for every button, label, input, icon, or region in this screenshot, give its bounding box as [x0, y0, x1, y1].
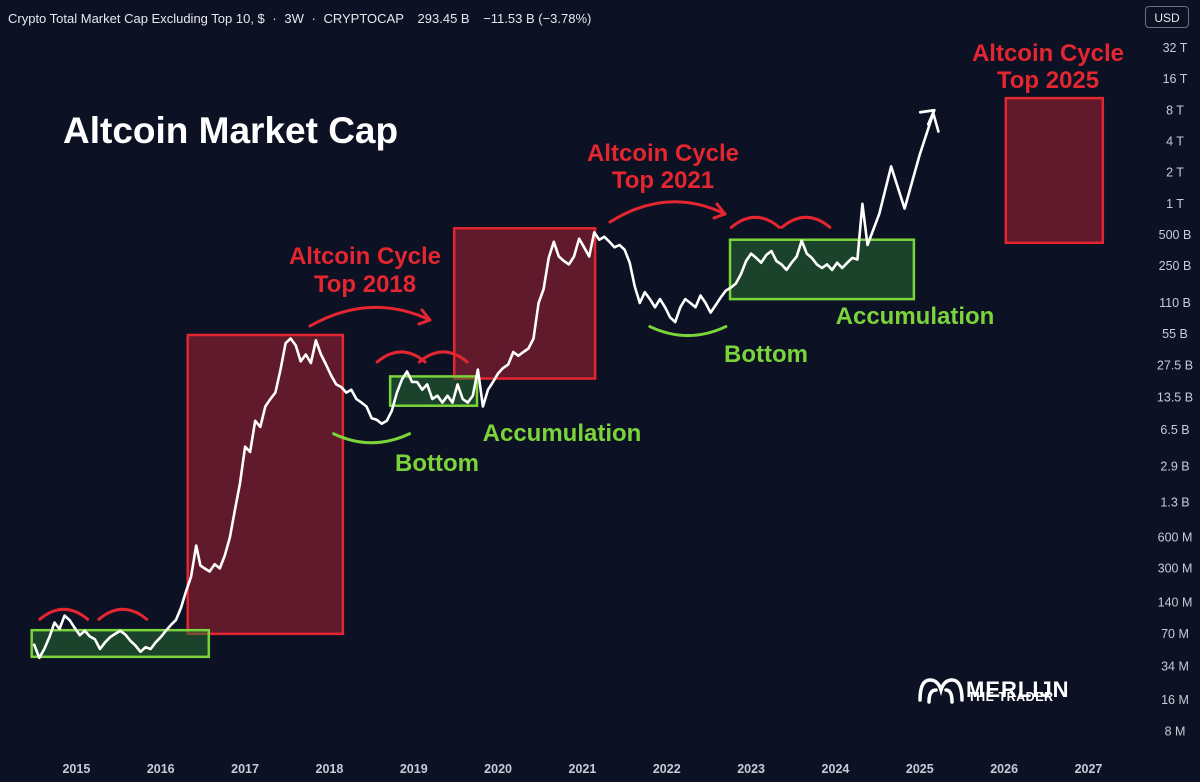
y-tick-label: 2 T: [1166, 166, 1184, 180]
red-arrow-head: [417, 308, 432, 326]
cycle-top-label: Altcoin Cycle: [972, 40, 1124, 67]
red-arc: [729, 215, 781, 229]
y-tick-label: 140 M: [1158, 596, 1193, 610]
x-tick-label: 2015: [62, 762, 90, 776]
x-tick-label: 2027: [1075, 762, 1103, 776]
cycle-boxes: [30, 96, 1105, 659]
accumulation-label: Accumulation: [836, 303, 995, 330]
cycle-top-label: Top 2021: [612, 167, 714, 194]
y-tick-label: 16 T: [1163, 72, 1188, 86]
y-tick-label: 1 T: [1166, 197, 1184, 211]
y-tick-label: 2.9 B: [1160, 459, 1189, 473]
merlijn-logo-icon: [918, 678, 964, 704]
red-arc: [417, 350, 469, 364]
y-tick-label: 1.3 B: [1160, 496, 1189, 510]
price-value: 293.45 B: [417, 11, 470, 26]
symbol-title[interactable]: Crypto Total Market Cap Excluding Top 10…: [8, 11, 265, 26]
header-separator: ·: [311, 11, 316, 26]
red-curved-arrow: [608, 200, 727, 224]
y-tick-label: 250 B: [1159, 259, 1192, 273]
y-tick-label: 500 B: [1159, 228, 1192, 242]
y-axis[interactable]: 32 T 16 T 8 T 4 T 2 T 1 T 500 B 250 B 110 B 55 B 2…: [1157, 41, 1193, 738]
y-tick-label: 27.5 B: [1157, 358, 1193, 372]
y-tick-label: 70 M: [1161, 627, 1189, 641]
chart-header: Crypto Total Market Cap Excluding Top 10…: [8, 11, 595, 26]
merlijn-logo: MERLIJN THE TRADER: [918, 677, 1070, 704]
x-tick-label: 2016: [147, 762, 175, 776]
accumulation-box: [30, 628, 211, 659]
cycle-top-label: Top 2018: [314, 271, 416, 298]
cycle-top-label: Altcoin Cycle: [587, 140, 739, 167]
y-tick-label: 8 M: [1165, 724, 1186, 738]
y-tick-label: 300 M: [1158, 561, 1193, 575]
accumulation-label: Accumulation: [483, 420, 642, 447]
green-bottom-arc: [332, 432, 412, 445]
logo-name: MERLIJN: [966, 677, 1070, 702]
bottom-label: Bottom: [395, 450, 479, 477]
logo-subtitle: THE TRADER: [968, 690, 1054, 704]
accumulation-box: [388, 375, 479, 407]
x-axis[interactable]: 2015 2016 2017 2018 2019 2020 2021 2022 2023 2024…: [62, 762, 1102, 776]
red-arc: [375, 350, 427, 364]
x-tick-label: 2022: [653, 762, 681, 776]
cycle-top-box: [1004, 96, 1105, 245]
x-tick-label: 2017: [231, 762, 259, 776]
red-curved-arrow: [308, 305, 432, 328]
y-tick-label: 110 B: [1159, 296, 1191, 310]
cycle-arcs: [38, 200, 832, 621]
cycle-top-label: Top 2025: [997, 67, 1099, 94]
red-arc: [97, 607, 149, 621]
exchange-label: CRYPTOCAP: [323, 11, 404, 26]
red-arc: [38, 607, 90, 621]
x-tick-label: 2026: [990, 762, 1018, 776]
y-tick-label: 32 T: [1163, 41, 1188, 55]
y-tick-label: 6.5 B: [1160, 423, 1189, 437]
cycle-top-label: Altcoin Cycle: [289, 243, 441, 270]
x-tick-label: 2019: [400, 762, 428, 776]
y-tick-label: 13.5 B: [1157, 390, 1193, 404]
trend-arrow-head: [918, 108, 936, 126]
y-tick-label: 600 M: [1158, 530, 1193, 544]
x-tick-label: 2018: [316, 762, 344, 776]
x-tick-label: 2021: [569, 762, 597, 776]
chart-title: Altcoin Market Cap: [63, 110, 398, 151]
y-tick-label: 55 B: [1162, 327, 1188, 341]
y-tick-label: 34 M: [1161, 659, 1189, 673]
x-tick-label: 2024: [822, 762, 850, 776]
accumulation-box: [728, 238, 916, 301]
price-change: −11.53 B (−3.78%): [483, 11, 592, 26]
interval-label[interactable]: 3W: [284, 11, 304, 26]
green-bottom-arc: [648, 325, 728, 338]
cycle-top-box: [186, 333, 345, 636]
x-tick-label: 2025: [906, 762, 934, 776]
price-line: [32, 108, 940, 660]
red-arc: [780, 215, 832, 229]
x-tick-label: 2020: [484, 762, 512, 776]
red-arrow-head: [712, 202, 727, 220]
header-separator: ·: [272, 11, 277, 26]
series-line: [32, 111, 940, 660]
cycle-top-box: [452, 227, 597, 380]
y-tick-label: 8 T: [1166, 103, 1184, 117]
y-tick-label: 4 T: [1166, 135, 1184, 149]
y-tick-label: 16 M: [1161, 693, 1189, 707]
x-tick-label: 2023: [737, 762, 765, 776]
bottom-label: Bottom: [724, 341, 808, 368]
currency-button[interactable]: USD: [1145, 6, 1189, 28]
